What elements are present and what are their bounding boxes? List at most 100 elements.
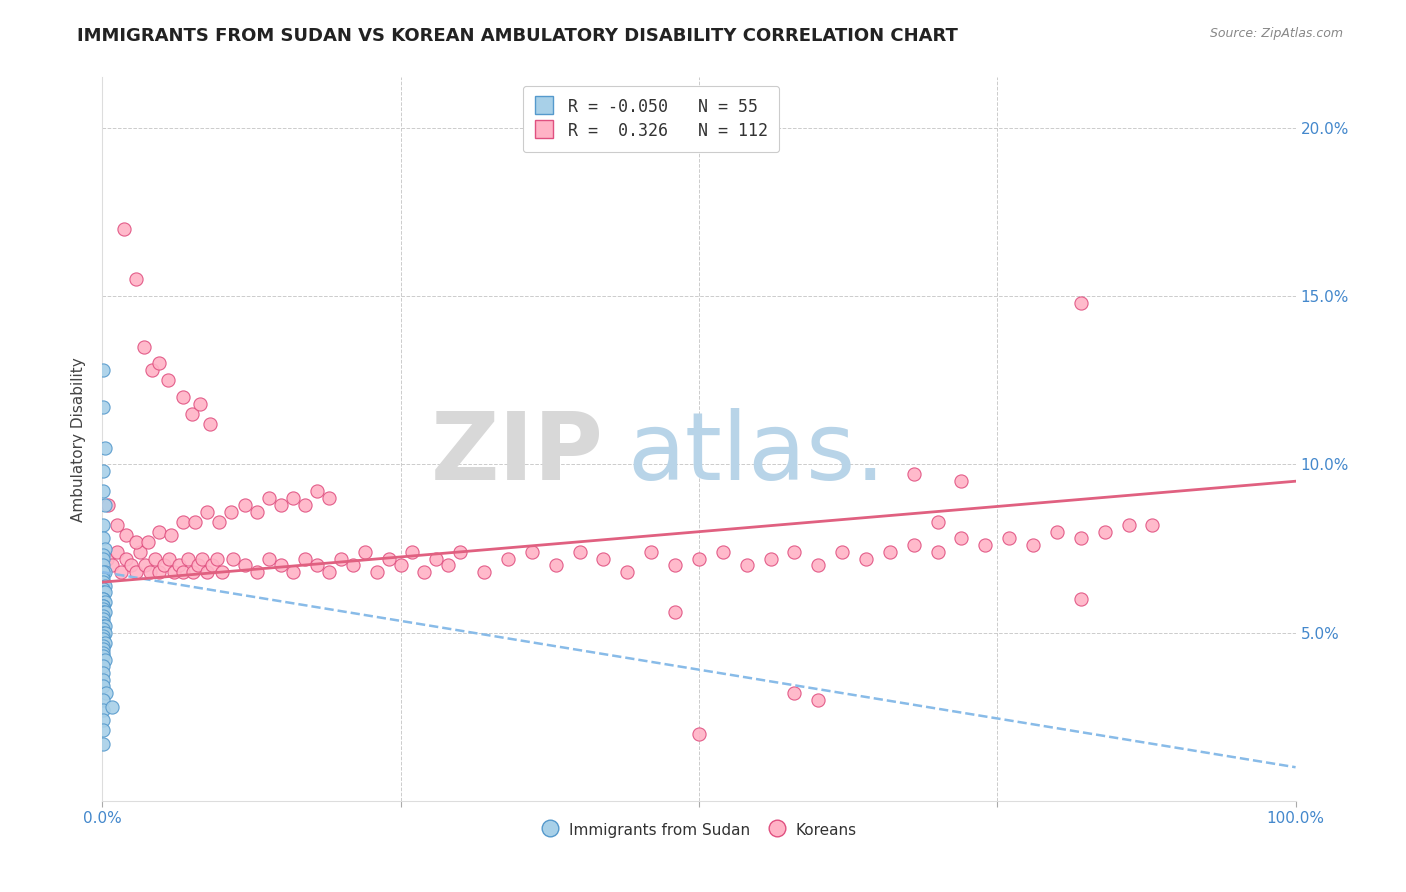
Point xyxy=(879,545,901,559)
Point xyxy=(93,639,115,653)
Point xyxy=(93,649,115,664)
Point xyxy=(93,585,115,599)
Point xyxy=(129,545,152,559)
Point xyxy=(270,558,292,573)
Point xyxy=(188,397,211,411)
Point xyxy=(93,625,115,640)
Point xyxy=(831,545,853,559)
Point xyxy=(157,551,180,566)
Point xyxy=(219,504,242,518)
Point xyxy=(191,551,214,566)
Point xyxy=(950,532,973,546)
Point xyxy=(120,558,142,573)
Point xyxy=(93,606,115,620)
Point xyxy=(93,666,115,681)
Point xyxy=(903,467,925,482)
Point xyxy=(93,541,115,556)
Point xyxy=(211,565,233,579)
Point xyxy=(1142,518,1164,533)
Point xyxy=(366,565,388,579)
Point xyxy=(688,551,710,566)
Point xyxy=(616,565,638,579)
Point xyxy=(93,713,115,727)
Point xyxy=(172,515,194,529)
Point xyxy=(318,565,340,579)
Point xyxy=(305,484,328,499)
Point xyxy=(974,538,997,552)
Point xyxy=(93,625,115,640)
Point xyxy=(97,498,120,512)
Point xyxy=(93,565,115,579)
Point xyxy=(93,619,115,633)
Point xyxy=(132,340,155,354)
Point xyxy=(143,551,166,566)
Point xyxy=(184,515,207,529)
Point xyxy=(807,558,830,573)
Point xyxy=(148,565,170,579)
Point xyxy=(93,622,115,636)
Point xyxy=(259,551,281,566)
Point xyxy=(246,565,269,579)
Point xyxy=(93,612,115,626)
Text: ZIP: ZIP xyxy=(430,408,603,500)
Point xyxy=(156,373,179,387)
Point xyxy=(1070,532,1092,546)
Point xyxy=(93,518,115,533)
Point xyxy=(100,558,122,573)
Point xyxy=(172,565,194,579)
Point xyxy=(353,545,375,559)
Point xyxy=(783,686,806,700)
Point xyxy=(544,558,567,573)
Point xyxy=(172,390,194,404)
Point xyxy=(389,558,412,573)
Point xyxy=(93,693,115,707)
Point xyxy=(950,474,973,488)
Point xyxy=(664,558,686,573)
Point xyxy=(134,558,156,573)
Point xyxy=(93,723,115,738)
Point xyxy=(124,534,146,549)
Point xyxy=(283,565,305,579)
Point xyxy=(93,595,115,609)
Point xyxy=(342,558,364,573)
Point xyxy=(855,551,877,566)
Point xyxy=(903,538,925,552)
Point xyxy=(93,632,115,647)
Point xyxy=(201,558,224,573)
Point xyxy=(496,551,519,566)
Point xyxy=(1070,592,1092,607)
Point xyxy=(148,524,170,539)
Point xyxy=(187,558,209,573)
Point xyxy=(93,629,115,643)
Text: Source: ZipAtlas.com: Source: ZipAtlas.com xyxy=(1209,27,1343,40)
Point xyxy=(177,551,200,566)
Point xyxy=(136,534,159,549)
Point xyxy=(110,565,132,579)
Point xyxy=(1022,538,1045,552)
Point xyxy=(205,551,228,566)
Point xyxy=(195,565,218,579)
Point xyxy=(160,528,183,542)
Point xyxy=(759,551,782,566)
Point xyxy=(93,575,115,590)
Point xyxy=(329,551,352,566)
Point xyxy=(124,272,146,286)
Point xyxy=(283,491,305,505)
Point xyxy=(93,659,115,673)
Point xyxy=(807,693,830,707)
Point xyxy=(93,484,115,499)
Point xyxy=(93,608,115,623)
Point xyxy=(93,565,115,579)
Point xyxy=(96,551,118,566)
Point xyxy=(425,551,447,566)
Point xyxy=(259,491,281,505)
Point xyxy=(711,545,734,559)
Point xyxy=(783,545,806,559)
Point xyxy=(294,551,316,566)
Point xyxy=(94,686,117,700)
Point xyxy=(520,545,543,559)
Point xyxy=(93,703,115,717)
Point xyxy=(927,545,949,559)
Point xyxy=(1118,518,1140,533)
Point xyxy=(235,558,257,573)
